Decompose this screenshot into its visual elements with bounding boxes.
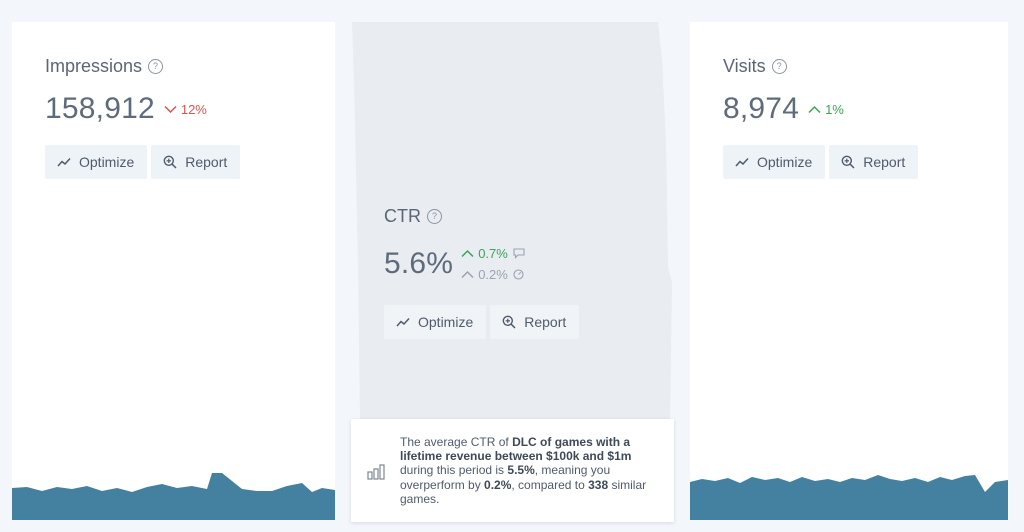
trend-line-icon xyxy=(735,157,749,167)
tooltip-overperform: 0.2% xyxy=(484,477,512,492)
arrow-up-icon xyxy=(461,270,474,279)
tooltip-text-part: , compared to xyxy=(511,477,589,492)
report-label: Report xyxy=(185,154,228,170)
arrow-up-icon xyxy=(461,249,474,258)
impressions-sparkline xyxy=(12,473,335,520)
ctr-report-button[interactable]: Report xyxy=(490,305,580,339)
report-label: Report xyxy=(524,314,567,330)
tooltip-average-ctr: 5.5% xyxy=(507,463,535,478)
impressions-optimize-button[interactable]: Optimize xyxy=(45,145,148,179)
arrow-up-icon xyxy=(808,105,821,113)
impressions-delta: 12% xyxy=(164,102,207,117)
visits-title-row: Visits ? xyxy=(723,56,787,77)
help-icon[interactable]: ? xyxy=(771,59,787,74)
help-icon[interactable]: ? xyxy=(427,209,442,224)
visits-value-row: 8,974 1% xyxy=(723,92,844,126)
ctr-title-row: CTR ? xyxy=(384,206,442,227)
tooltip-text: The average CTR of DLC of games with a l… xyxy=(400,435,662,506)
ctr-actions: Optimize Report xyxy=(384,305,583,339)
zoom-in-icon xyxy=(841,155,855,169)
comment-icon xyxy=(513,248,525,259)
ctr-delta-secondary-value: 0.2% xyxy=(478,267,508,282)
tooltip-text-part: The average CTR of xyxy=(400,435,513,449)
visits-report-button[interactable]: Report xyxy=(829,145,919,179)
help-icon[interactable]: ? xyxy=(148,59,164,74)
impressions-value-row: 158,912 12% xyxy=(45,92,207,126)
report-label: Report xyxy=(863,154,906,170)
visits-card: Visits ? 8,974 1% Optimize Report xyxy=(690,22,1008,520)
bar-chart-icon xyxy=(367,464,385,480)
arrow-down-icon xyxy=(164,105,177,113)
ctr-deltas: 0.7% 0.2% xyxy=(461,243,529,285)
visits-title: Visits xyxy=(723,56,766,76)
impressions-title-row: Impressions ? xyxy=(45,56,164,77)
ctr-value: 5.6% xyxy=(384,247,454,280)
optimize-label: Optimize xyxy=(79,154,135,170)
impressions-title: Impressions xyxy=(45,56,143,76)
zoom-in-icon xyxy=(502,315,516,329)
impressions-report-button[interactable]: Report xyxy=(151,145,241,179)
trend-line-icon xyxy=(57,157,71,167)
optimize-label: Optimize xyxy=(757,154,813,170)
ctr-title: CTR xyxy=(384,206,421,226)
impressions-card: Impressions ? 158,912 12% Optimize Repor… xyxy=(12,22,335,520)
ctr-delta-primary: 0.7% xyxy=(461,243,529,264)
ctr-value-row: 5.6% 0.7% 0.2% xyxy=(384,243,529,285)
optimize-label: Optimize xyxy=(418,314,474,330)
tooltip-text-part: similar games. xyxy=(400,477,647,506)
tooltip-category: DLC of games with a lifetime revenue bet… xyxy=(400,435,632,464)
gauge-icon xyxy=(513,269,524,280)
trend-line-icon xyxy=(396,317,410,327)
impressions-actions: Optimize Report xyxy=(45,145,244,179)
tooltip-text-part: during this period is xyxy=(400,463,508,478)
ctr-delta-secondary: 0.2% xyxy=(461,264,529,285)
visits-sparkline xyxy=(690,475,1008,520)
visits-delta: 1% xyxy=(808,102,844,117)
ctr-benchmark-tooltip: The average CTR of DLC of games with a l… xyxy=(351,419,674,522)
impressions-delta-value: 12% xyxy=(180,101,207,117)
tooltip-game-count: 338 xyxy=(588,477,609,492)
visits-optimize-button[interactable]: Optimize xyxy=(723,145,826,179)
zoom-in-icon xyxy=(163,155,177,169)
ctr-optimize-button[interactable]: Optimize xyxy=(384,305,487,339)
ctr-delta-primary-value: 0.7% xyxy=(478,246,508,261)
impressions-value: 158,912 xyxy=(45,92,155,125)
visits-actions: Optimize Report xyxy=(723,145,922,179)
tooltip-text-part: , meaning you overperform by xyxy=(400,463,611,492)
visits-value: 8,974 xyxy=(723,92,800,125)
visits-delta-value: 1% xyxy=(825,101,844,117)
